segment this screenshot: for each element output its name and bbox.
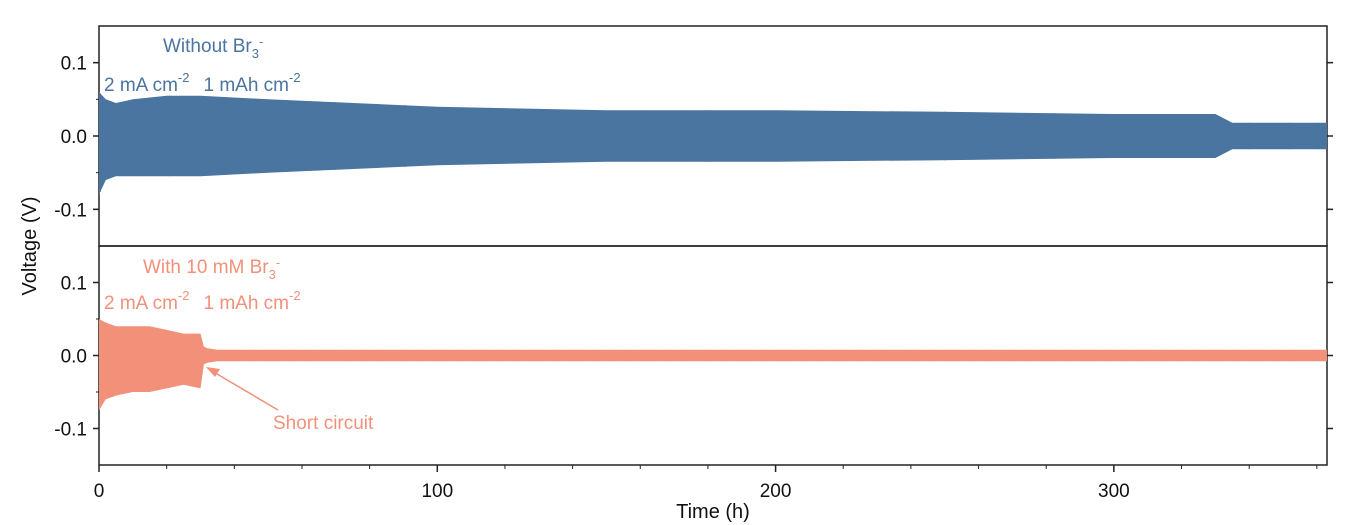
x-tick-label: 300: [1098, 481, 1130, 502]
top-y-tick-label: -0.1: [54, 200, 87, 221]
short-circuit-annotation: Short circuit: [273, 413, 374, 434]
top-condition-label: 2 mA cm-2 1 mAh cm-2: [104, 70, 301, 96]
bottom-series-envelope: [99, 319, 1327, 411]
short-circuit-arrow-line: [211, 370, 279, 411]
x-tick-label: 200: [760, 481, 792, 502]
axis-ticks: 0.1 0.0 -0.1 0.1 0.0 -0.1 0 100 200 300: [54, 54, 1333, 502]
short-circuit-arrow-head: [206, 367, 220, 377]
top-series-trace: [99, 92, 1327, 195]
x-tick-label: 0: [94, 481, 105, 502]
bottom-y-tick-label: 0.0: [61, 347, 87, 368]
top-y-tick-label: 0.0: [61, 127, 87, 148]
bottom-series-trace: [99, 319, 1327, 411]
x-axis-title: Time (h): [676, 501, 750, 523]
x-tick-label: 100: [421, 481, 453, 502]
bottom-condition-label: 2 mA cm-2 1 mAh cm-2: [104, 288, 301, 314]
y-axis-title: Voltage (V): [19, 197, 41, 296]
top-y-tick-label: 0.1: [61, 54, 87, 75]
top-series-label: Without Br3-: [163, 34, 263, 61]
bottom-series-cycles: [99, 319, 1327, 408]
bottom-y-tick-label: 0.1: [61, 274, 87, 295]
bottom-y-tick-label: -0.1: [54, 420, 87, 441]
top-series-cycles: [99, 93, 1327, 192]
bottom-series-label: With 10 mM Br3-: [143, 255, 280, 282]
